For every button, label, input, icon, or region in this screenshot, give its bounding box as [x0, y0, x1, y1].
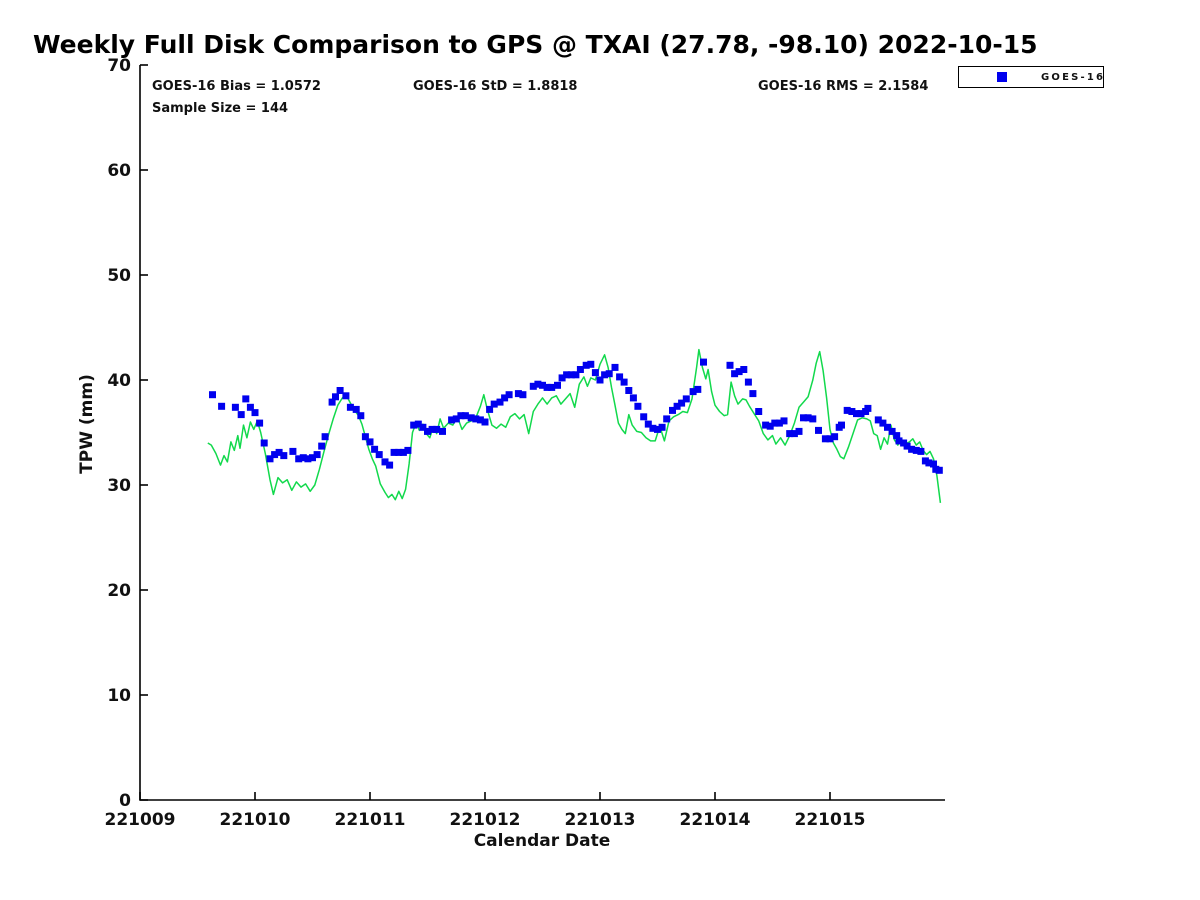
x-tick-label: 221011	[335, 810, 406, 830]
x-axis-ticks: 221009 221010 221011 221012 221013 221014 2210…	[105, 792, 866, 830]
stat-sample-size: Sample Size = 144	[152, 101, 289, 116]
y-tick-label: 10	[107, 686, 131, 706]
x-tick-label: 221009	[105, 810, 176, 830]
gps-line	[207, 348, 942, 503]
stat-bias: GOES-16 Bias = 1.0572	[152, 79, 321, 94]
legend: GOES-16	[958, 66, 1104, 88]
x-tick-label: 221015	[795, 810, 866, 830]
y-tick-label: 30	[107, 476, 131, 496]
x-tick-label: 221013	[565, 810, 636, 830]
stat-std: GOES-16 StD = 1.8818	[413, 79, 578, 94]
y-tick-label: 50	[107, 266, 131, 286]
goes16-markers	[209, 358, 943, 474]
x-tick-label: 221014	[680, 810, 751, 830]
x-tick-label: 221010	[220, 810, 291, 830]
y-tick-label: 60	[107, 161, 131, 181]
y-tick-label: 70	[107, 56, 131, 76]
y-axis-ticks: 0 10 20 30 40 50 60 70	[107, 56, 148, 811]
y-tick-label: 0	[119, 791, 131, 811]
chart-title: Weekly Full Disk Comparison to GPS @ TXA…	[33, 30, 1038, 59]
x-tick-label: 221012	[450, 810, 521, 830]
y-tick-label: 40	[107, 371, 131, 391]
stat-rms: GOES-16 RMS = 2.1584	[758, 79, 929, 94]
y-tick-label: 20	[107, 581, 131, 601]
y-axis-title: TPW (mm)	[77, 374, 97, 474]
legend-label-goes16: GOES-16	[1041, 72, 1106, 83]
goes16-square-marker-icon	[997, 72, 1007, 82]
x-axis-title: Calendar Date	[473, 831, 611, 851]
